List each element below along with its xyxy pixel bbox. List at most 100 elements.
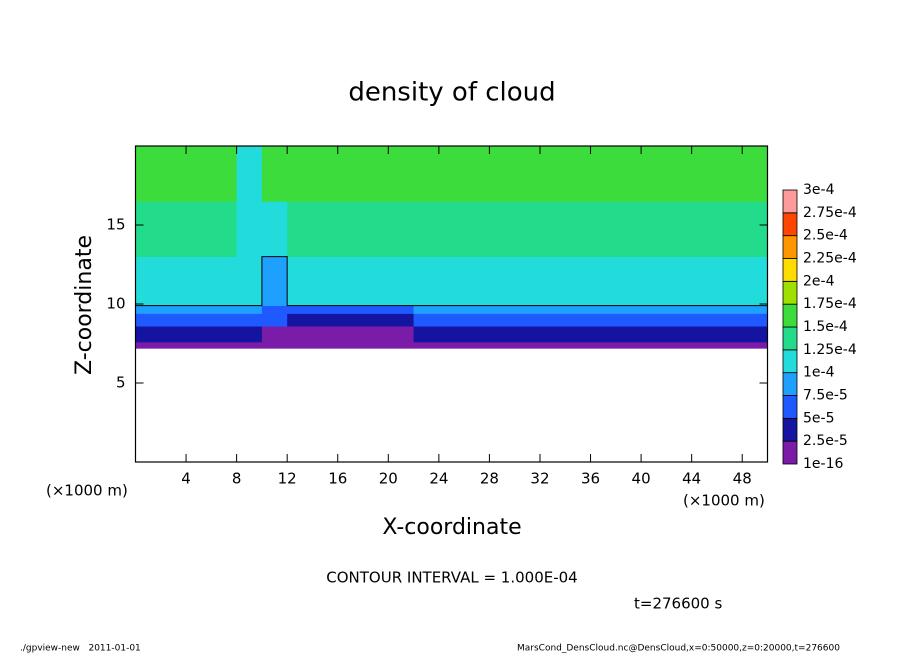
colorbar-label: 2e-4: [803, 273, 835, 289]
field-cell: [388, 313, 414, 327]
field-cell: [413, 341, 440, 349]
field-cell: [337, 201, 364, 257]
field-cell: [691, 305, 718, 314]
field-cell: [742, 146, 768, 202]
field-cell: [514, 305, 541, 314]
field-cell: [186, 326, 212, 343]
colorbar-swatch: [782, 417, 798, 442]
field-cell: [337, 326, 364, 343]
field-cell: [287, 305, 313, 314]
colorbar-label: 7.5e-5: [803, 388, 848, 404]
colorbar-swatch: [782, 372, 798, 396]
field-cell: [261, 341, 288, 349]
y-tick-label: 15: [106, 216, 125, 234]
field-cell: [691, 146, 718, 202]
field-cell: [388, 305, 414, 314]
field-cell: [312, 305, 339, 314]
field-cell: [413, 201, 440, 257]
field-cell: [261, 256, 288, 306]
field-cell: [716, 256, 743, 306]
colorbar-label: 1e-4: [803, 365, 835, 381]
field-cell: [186, 146, 212, 202]
field-cell: [742, 201, 768, 257]
field-cell: [312, 256, 339, 306]
field-cell: [489, 146, 516, 202]
field-cell: [539, 256, 566, 306]
field-cell: [666, 146, 693, 202]
field-cell: [590, 313, 617, 327]
field-cell: [514, 313, 541, 327]
field-cell: [287, 326, 313, 343]
field-cell: [236, 341, 263, 349]
field-cell: [312, 146, 339, 202]
field-cell: [312, 326, 339, 343]
field-cell: [641, 326, 667, 343]
colorbar-swatch: [782, 189, 798, 214]
field: [135, 146, 768, 349]
field-cell: [236, 256, 263, 306]
field-cell: [489, 201, 516, 257]
x-tick-label: 4: [181, 470, 191, 488]
field-cell: [666, 341, 693, 349]
field-cell: [514, 326, 541, 343]
field-cell: [413, 305, 440, 314]
field-cell: [464, 146, 490, 202]
field-cell: [615, 341, 642, 349]
field-cell: [160, 305, 187, 314]
field-cell: [312, 313, 339, 327]
field-cell: [337, 341, 364, 349]
field-cell: [287, 256, 313, 306]
field-cell: [464, 341, 490, 349]
field-cell: [666, 201, 693, 257]
field-cell: [236, 201, 263, 257]
field-cell: [666, 326, 693, 343]
y-unit: (×1000 m): [46, 482, 128, 500]
x-tick-label: 16: [328, 470, 347, 488]
field-cell: [641, 313, 667, 327]
field-cell: [539, 305, 566, 314]
field-cell: [464, 305, 490, 314]
field-cell: [716, 326, 743, 343]
field-cell: [691, 326, 718, 343]
field-cell: [539, 313, 566, 327]
x-tick-label: 32: [530, 470, 549, 488]
x-tick-label: 48: [733, 470, 752, 488]
x-tick-label: 28: [480, 470, 499, 488]
colorbar-label: 1.5e-4: [803, 319, 848, 335]
field-cell: [438, 313, 465, 327]
field-cell: [211, 341, 238, 349]
field-cell: [514, 256, 541, 306]
field-cell: [565, 313, 591, 327]
field-cell: [160, 313, 187, 327]
field-cell: [641, 305, 667, 314]
x-tick-label: 12: [278, 470, 297, 488]
field-cell: [135, 313, 162, 327]
colorbar-label: 5e-5: [803, 410, 834, 426]
field-cell: [211, 201, 238, 257]
field-cell: [565, 201, 591, 257]
field-cell: [489, 326, 516, 343]
field-cell: [438, 305, 465, 314]
field-cell: [413, 256, 440, 306]
field-cell: [742, 326, 768, 343]
x-tick-label: 20: [379, 470, 398, 488]
field-cell: [641, 201, 667, 257]
field-cell: [489, 313, 516, 327]
field-cell: [388, 341, 414, 349]
x-tick-label: 8: [232, 470, 242, 488]
field-cell: [464, 201, 490, 257]
field-cell: [565, 146, 591, 202]
field-cell: [539, 201, 566, 257]
field-cell: [413, 146, 440, 202]
field-cell: [641, 341, 667, 349]
field-cell: [287, 146, 313, 202]
y-tick-label: 5: [116, 374, 126, 392]
field-cell: [135, 326, 162, 343]
field-cell: [615, 305, 642, 314]
colorbar-swatch: [782, 440, 798, 465]
field-cell: [742, 256, 768, 306]
field-cell: [186, 313, 212, 327]
colorbar-swatch: [782, 303, 798, 328]
field-cell: [565, 305, 591, 314]
